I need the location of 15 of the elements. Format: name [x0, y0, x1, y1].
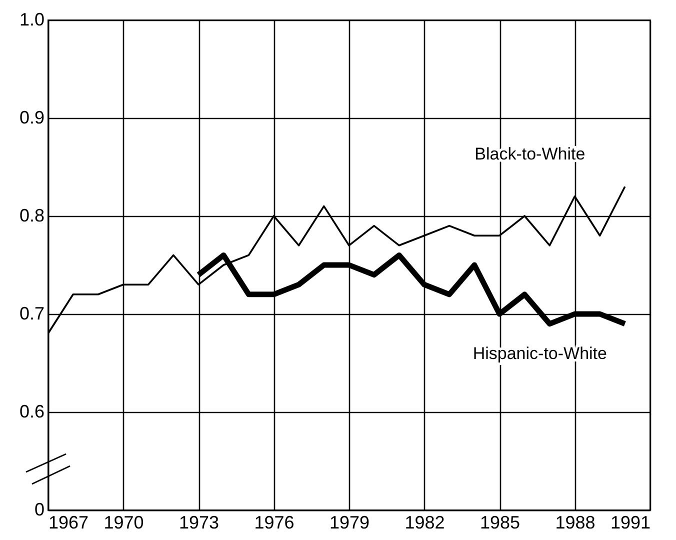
x-tick-label: 1979	[329, 512, 370, 532]
x-tick-label: 1967	[48, 512, 89, 532]
y-tick-label: 0.9	[19, 108, 44, 128]
x-tick-label: 1973	[178, 512, 220, 532]
x-tick-label: 1988	[555, 512, 596, 532]
x-tick-label: 1991	[610, 512, 650, 532]
y-tick-label: 0.6	[19, 402, 44, 422]
y-tick-label: 0	[34, 500, 44, 520]
x-tick-label: 1970	[104, 512, 144, 532]
x-tick-label: 1982	[404, 512, 445, 532]
y-tick-label: 1.0	[19, 10, 44, 30]
x-tick-label: 1976	[254, 512, 294, 532]
y-tick-label: 0.7	[19, 304, 44, 324]
x-tick-label: 1985	[480, 512, 520, 532]
y-tick-label: 0.8	[19, 206, 44, 226]
